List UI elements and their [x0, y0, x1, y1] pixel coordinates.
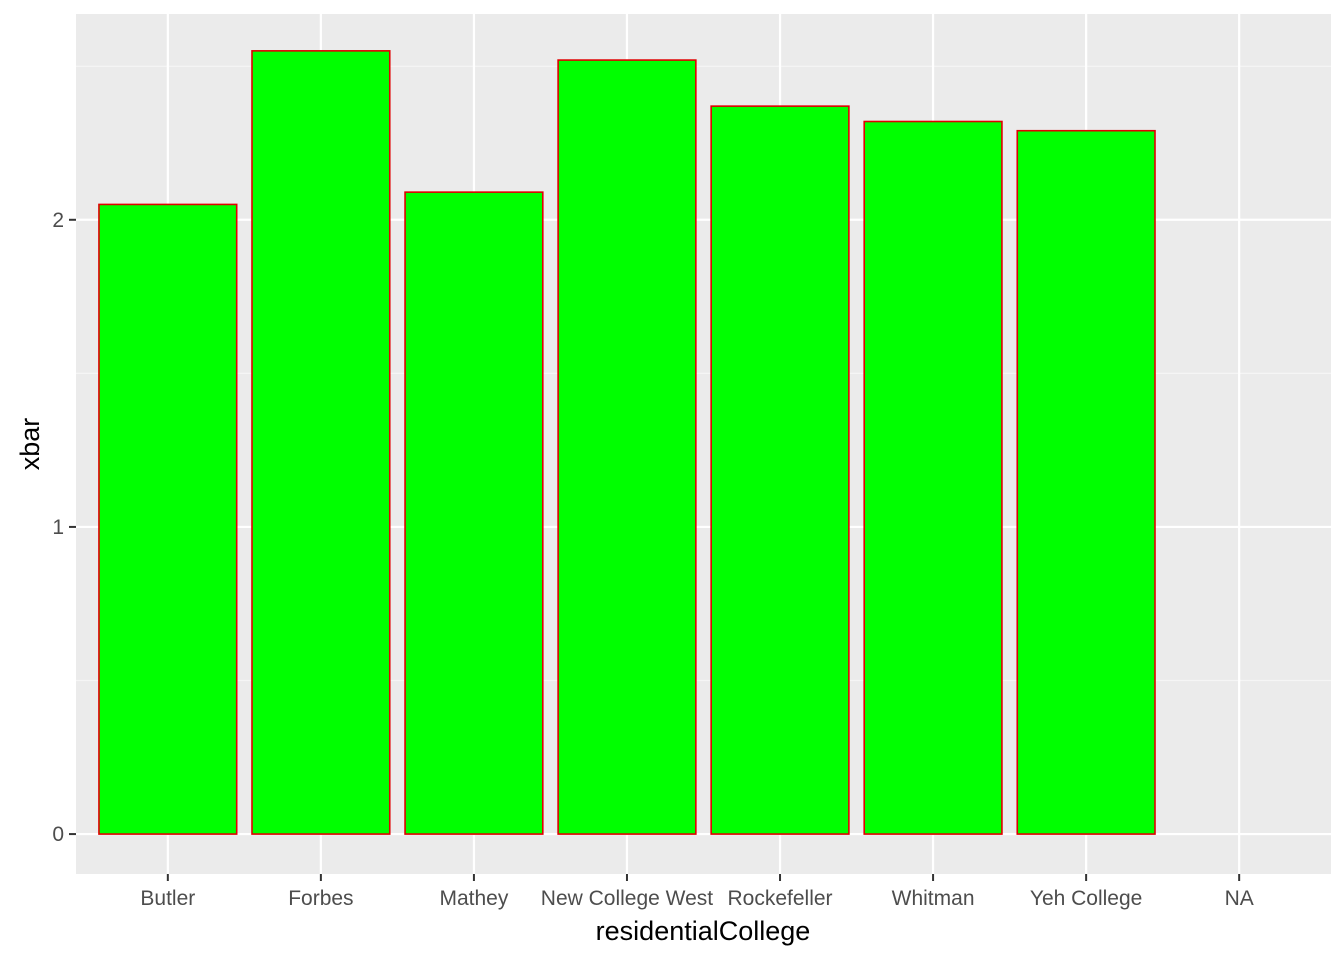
bar — [404, 191, 544, 835]
x-tick-label: Forbes — [288, 887, 353, 910]
y-axis: 0 1 2 — [52, 209, 76, 846]
x-axis-title: residentialCollege — [596, 916, 811, 946]
bar — [1016, 129, 1156, 835]
x-axis: Butler Forbes Mathey New College West Rockef… — [140, 874, 1254, 910]
y-tick-label: 1 — [52, 516, 64, 539]
x-tick-label: Yeh College — [1030, 887, 1143, 910]
x-tick-label: New College West — [541, 887, 714, 910]
x-tick-label: Whitman — [892, 887, 975, 910]
bar — [710, 105, 850, 835]
x-tick-label: Butler — [140, 887, 195, 910]
bars — [98, 50, 1156, 835]
y-tick-label: 2 — [52, 209, 64, 232]
x-tick-label: Mathey — [439, 887, 508, 910]
bar — [251, 50, 391, 835]
y-tick-label: 0 — [52, 823, 64, 846]
x-tick-label: Rockefeller — [728, 887, 833, 910]
x-tick-label: NA — [1225, 887, 1254, 910]
bar — [863, 120, 1003, 835]
bar — [557, 59, 697, 835]
bar — [98, 203, 238, 835]
y-axis-title: xbar — [15, 418, 45, 471]
